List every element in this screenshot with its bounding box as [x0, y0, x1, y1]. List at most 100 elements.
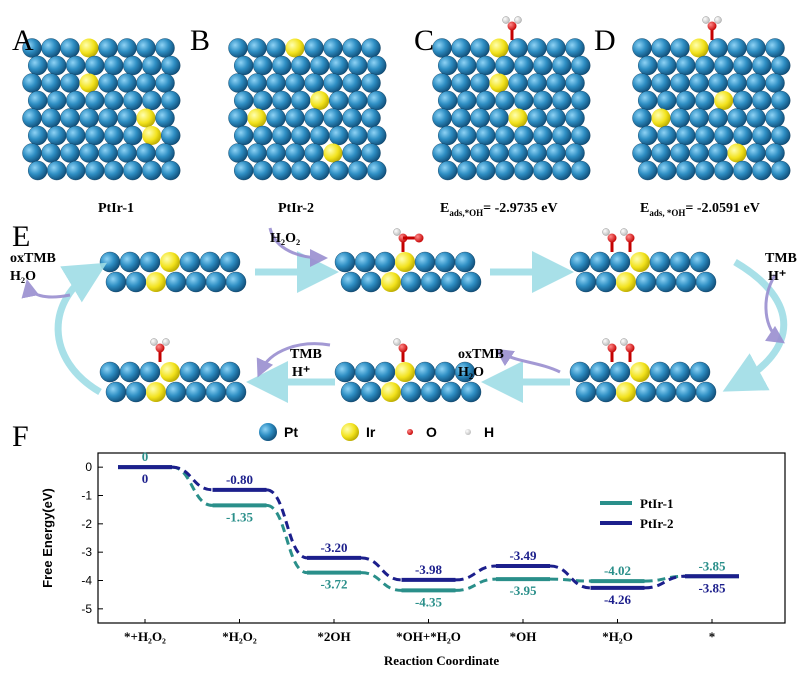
Pt-atom — [137, 39, 156, 58]
Pt-atom — [220, 252, 240, 272]
Pt-atom — [455, 252, 475, 272]
annotation: H⁺ — [768, 269, 786, 284]
Pt-atom — [42, 144, 61, 163]
Pt-atom — [248, 74, 267, 93]
Pt-atom — [471, 144, 490, 163]
Pt-atom — [771, 161, 790, 180]
Pt-atom — [452, 39, 471, 58]
annotation: H⁺ — [292, 365, 310, 380]
value-label: -3.85 — [698, 580, 726, 595]
Pt-atom — [471, 39, 490, 58]
value-label: -3.20 — [320, 540, 347, 555]
annotation: H₂O₂ — [270, 231, 300, 246]
Ir-atom — [652, 109, 671, 128]
Pt-atom — [401, 272, 421, 292]
Ir-atom — [395, 252, 415, 272]
Pt-atom — [329, 161, 348, 180]
Pt-atom — [99, 39, 118, 58]
Pt-atom — [415, 362, 435, 382]
Pt-atom — [552, 161, 571, 180]
arrow — [500, 352, 560, 372]
Pt-atom — [438, 91, 457, 110]
Pt-atom — [80, 109, 99, 128]
panel-letter: E — [12, 220, 30, 253]
H-atom — [394, 339, 401, 346]
Ir-atom — [509, 109, 528, 128]
Pt-atom — [234, 91, 253, 110]
Ir-atom — [381, 382, 401, 402]
Pt-atom — [291, 91, 310, 110]
x-tick-label: *OH — [510, 629, 537, 644]
Pt-atom — [766, 144, 785, 163]
Pt-atom — [272, 91, 291, 110]
Ir-atom — [80, 74, 99, 93]
Pt-atom — [733, 91, 752, 110]
Pt-atom — [514, 161, 533, 180]
Pt-atom — [638, 126, 657, 145]
panel-letter: A — [12, 24, 34, 57]
Pt-atom — [61, 144, 80, 163]
Pt-atom — [166, 272, 186, 292]
Ir-atom — [310, 91, 329, 110]
caption: PtIr-1 — [98, 201, 134, 216]
Ir-atom — [630, 252, 650, 272]
Pt-atom — [676, 56, 695, 75]
Pt-atom — [570, 362, 590, 382]
Pt-atom — [234, 56, 253, 75]
x-tick-label: *OH+*H₂O — [396, 629, 461, 644]
Pt-atom — [375, 252, 395, 272]
Pt-atom — [533, 56, 552, 75]
Pt-atom — [670, 252, 690, 272]
connector — [456, 566, 497, 580]
x-tick-label: *+H₂O₂ — [124, 629, 166, 644]
Pt-atom — [104, 56, 123, 75]
Pt-atom — [343, 39, 362, 58]
Pt-atom — [310, 56, 329, 75]
Ir-atom — [616, 382, 636, 402]
Pt-atom — [229, 144, 248, 163]
Pt-atom — [671, 109, 690, 128]
Pt-atom — [361, 382, 381, 402]
x-tick-label: * — [709, 629, 716, 644]
Pt-atom — [714, 161, 733, 180]
legend-atom — [259, 423, 277, 441]
Pt-atom — [714, 56, 733, 75]
Pt-atom — [650, 252, 670, 272]
Pt-atom — [656, 272, 676, 292]
Pt-atom — [80, 144, 99, 163]
Pt-atom — [85, 126, 104, 145]
connector — [550, 579, 591, 581]
H-atom — [151, 339, 158, 346]
Pt-atom — [433, 144, 452, 163]
H-atom — [621, 229, 628, 236]
Pt-atom — [438, 126, 457, 145]
Pt-atom — [752, 56, 771, 75]
annotation: oxTMB — [10, 251, 56, 266]
Pt-atom — [367, 56, 386, 75]
Pt-atom — [566, 74, 585, 93]
Pt-atom — [441, 382, 461, 402]
Pt-atom — [421, 382, 441, 402]
value-label: -3.95 — [509, 583, 537, 598]
Pt-atom — [571, 161, 590, 180]
Pt-atom — [156, 109, 175, 128]
Pt-atom — [670, 362, 690, 382]
Ir-atom — [146, 382, 166, 402]
Pt-atom — [652, 74, 671, 93]
Pt-atom — [676, 382, 696, 402]
Pt-atom — [566, 144, 585, 163]
Pt-atom — [99, 109, 118, 128]
Pt-atom — [220, 362, 240, 382]
Pt-atom — [123, 161, 142, 180]
Pt-atom — [695, 91, 714, 110]
y-axis-label: Free Energy(eV) — [40, 488, 55, 588]
Ir-atom — [728, 144, 747, 163]
energy-value: = -2.9735 eV — [483, 201, 557, 216]
arrow — [28, 285, 70, 297]
Pt-atom — [248, 144, 267, 163]
legend-atom-label: Pt — [284, 424, 298, 440]
Pt-atom — [335, 252, 355, 272]
Pt-atom — [367, 126, 386, 145]
Pt-atom — [142, 161, 161, 180]
value-label: -4.26 — [604, 592, 632, 607]
